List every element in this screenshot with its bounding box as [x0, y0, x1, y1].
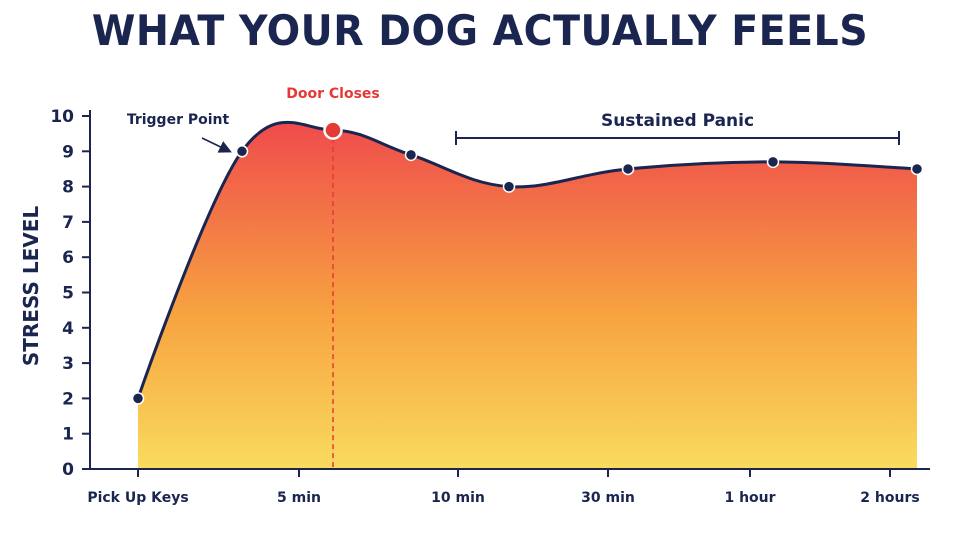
y-tick-label-6: 6: [62, 248, 74, 268]
chart-title: WHAT YOUR DOG ACTUALLY FEELS: [91, 6, 869, 55]
x-tick-label-3: 30 min: [581, 490, 635, 506]
x-tick-label-5: 2 hours: [860, 490, 919, 506]
y-axis-label: STRESS LEVEL: [19, 206, 43, 367]
sustained-panic-label: Sustained Panic: [601, 111, 754, 131]
area-layer: [136, 120, 918, 469]
y-tick-label-5: 5: [62, 284, 74, 304]
x-tick-label-4: 1 hour: [724, 490, 775, 506]
y-tick-label-7: 7: [62, 213, 74, 233]
y-tick-label-10: 10: [50, 107, 74, 127]
trigger-point-label: Trigger Point: [127, 112, 230, 128]
x-tick-label-1: 5 min: [277, 490, 321, 506]
stress-line: [136, 120, 918, 399]
x-tick-label-2: 10 min: [431, 490, 485, 506]
y-tick-label-0: 0: [62, 460, 74, 480]
x-tick-label-0: Pick Up Keys: [87, 490, 188, 506]
y-tick-label-1: 1: [62, 425, 74, 445]
data-point-4: [502, 180, 516, 193]
axes: 0 1 2 3 4 5 6 7 8 9 10 Pick Up Keys 5 min 10 min 30 mi…: [50, 107, 930, 506]
data-point-3: [404, 148, 418, 162]
annotations: Door Closes Trigger Point Sustained Panic: [127, 86, 900, 469]
y-tick-label-2: 2: [62, 389, 74, 409]
y-tick-label-3: 3: [62, 354, 74, 374]
data-point-7: [910, 162, 924, 176]
data-point-6: [766, 155, 780, 169]
data-point-0: [131, 392, 145, 405]
data-points: [131, 120, 924, 405]
door-closes-label: Door Closes: [286, 86, 380, 102]
data-point-5: [621, 162, 635, 176]
data-point-door-closes: [323, 120, 343, 140]
y-tick-label-4: 4: [62, 319, 74, 339]
data-point-1: [235, 145, 249, 158]
y-tick-label-8: 8: [62, 178, 74, 198]
trigger-point-arrow: [201, 137, 232, 153]
y-tick-label-9: 9: [62, 142, 74, 162]
stress-area-fill: [138, 122, 917, 469]
